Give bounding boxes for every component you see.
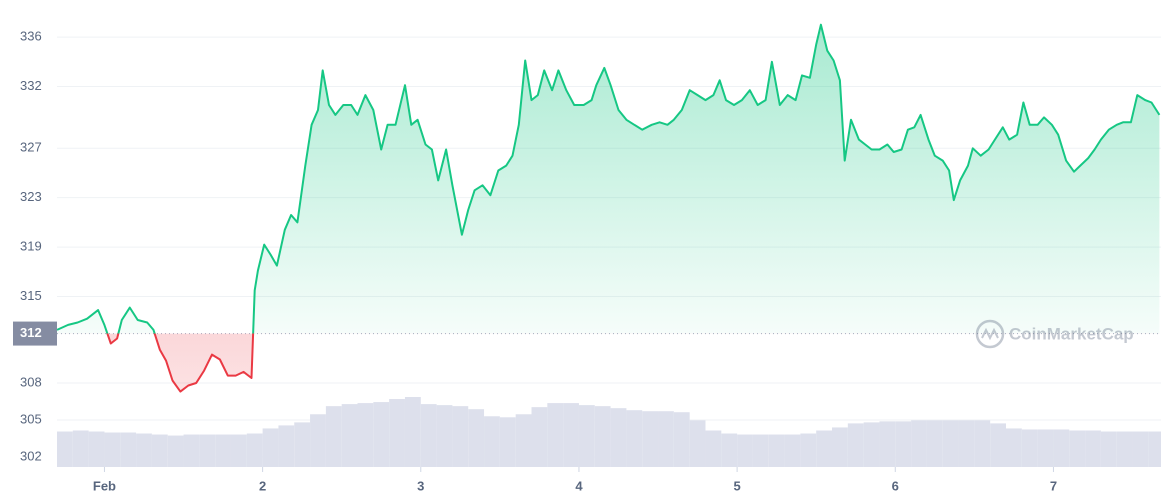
volume-bar: [341, 404, 358, 467]
watermark-logo: [975, 319, 1005, 349]
volume-bar: [863, 422, 880, 467]
volume-bar: [911, 420, 927, 467]
x-tick-label: 7: [1050, 478, 1057, 493]
volume-bar: [88, 431, 105, 467]
volume-bar: [183, 434, 200, 467]
volume-bar: [1069, 430, 1086, 467]
volume-bar: [1037, 429, 1054, 467]
volume-bar: [832, 427, 848, 467]
volume-bar: [136, 433, 152, 467]
volume-bar: [847, 423, 864, 467]
volume-bar: [57, 431, 73, 467]
watermark-text: CoinMarketCap: [1009, 324, 1134, 343]
y-tick-label: 319: [20, 239, 42, 254]
volume-bar: [373, 402, 390, 467]
x-tick-label: 3: [417, 478, 424, 493]
volume-bar: [499, 417, 516, 467]
volume-bar: [357, 403, 374, 467]
volume-bar: [563, 403, 579, 467]
volume-bar: [531, 407, 548, 467]
y-tick-label: 323: [20, 189, 42, 204]
volume-bar: [705, 430, 722, 467]
volume-bar: [673, 412, 690, 467]
volume-bar: [752, 434, 769, 467]
volume-bar: [1053, 429, 1070, 467]
volume-bar: [1132, 431, 1149, 467]
volume-bar: [246, 433, 263, 467]
volume-bar: [1116, 431, 1133, 467]
volume-bar: [547, 403, 564, 467]
baseline-label-box: [13, 321, 57, 346]
volume-bar: [1005, 428, 1022, 467]
y-tick-label: 332: [20, 78, 42, 93]
volume-bar: [294, 422, 311, 467]
volume-bar: [578, 405, 595, 467]
volume-bar: [594, 406, 611, 467]
volume-bar: [626, 410, 643, 467]
volume-bar: [325, 406, 342, 467]
volume-bar: [990, 423, 1006, 467]
volume-bar: [1021, 429, 1038, 467]
volume-bar: [1085, 430, 1101, 467]
area-fill: [57, 24, 1160, 392]
price-line: [56, 23, 1161, 393]
volume-bar: [642, 411, 659, 467]
volume-bar: [484, 416, 500, 467]
volume-bar: [199, 434, 216, 467]
volume-bar: [468, 409, 485, 467]
y-tick-label: 336: [20, 29, 42, 44]
volume-bar: [958, 420, 975, 467]
volume-bar: [737, 434, 753, 467]
volume-bar: [879, 421, 896, 467]
x-tick-label: 6: [892, 478, 899, 493]
x-tick-label: 5: [733, 478, 740, 493]
x-tick-label: 2: [259, 478, 266, 493]
x-tick-label: 4: [575, 478, 583, 493]
volume-bar: [926, 420, 943, 467]
volume-bar: [262, 428, 279, 467]
volume-bar: [689, 420, 706, 467]
volume-bar: [1100, 431, 1117, 467]
volume-bar: [974, 420, 991, 467]
volume-bar: [404, 397, 421, 467]
volume-bar: [230, 434, 247, 467]
volume-bar: [167, 435, 184, 467]
volume-bar: [515, 414, 532, 467]
baseline-label: 312: [20, 325, 42, 340]
volume-bar: [800, 433, 817, 467]
y-tick-label: 305: [20, 411, 42, 426]
volume-bar: [816, 430, 833, 467]
axes: 302 305 308 315 319 323 327 332 336 Feb 2 3 4 5 6 7 312: [13, 29, 1057, 493]
volume-bar: [658, 411, 674, 467]
volume-bar: [278, 425, 295, 467]
volume-bar: [784, 434, 801, 467]
volume-bar: [942, 420, 959, 467]
y-tick-label: 308: [20, 374, 42, 389]
x-tick-label: Feb: [93, 478, 116, 493]
volume: [57, 397, 1161, 467]
volume-bar: [420, 404, 437, 467]
watermark-logo-mark: [981, 327, 999, 341]
volume-bar: [120, 432, 137, 467]
volume-bar: [895, 421, 912, 467]
y-tick-label: 302: [20, 449, 42, 464]
volume-bar: [768, 434, 785, 467]
volume-bar: [104, 432, 121, 467]
plot: [56, 23, 1161, 393]
volume-bar: [452, 406, 469, 467]
y-tick-label: 315: [20, 288, 42, 303]
volume-bar: [721, 433, 738, 467]
volume-bar: [389, 399, 405, 467]
volume-bar: [310, 414, 326, 467]
volume-bar: [215, 434, 231, 467]
y-tick-label: 327: [20, 140, 42, 155]
volume-bar: [151, 434, 168, 467]
watermark: CoinMarketCap: [975, 319, 1134, 349]
volume-bar: [610, 408, 627, 467]
volume-bar: [72, 430, 89, 467]
volume-bar: [1148, 431, 1161, 467]
volume-bar: [436, 405, 453, 467]
